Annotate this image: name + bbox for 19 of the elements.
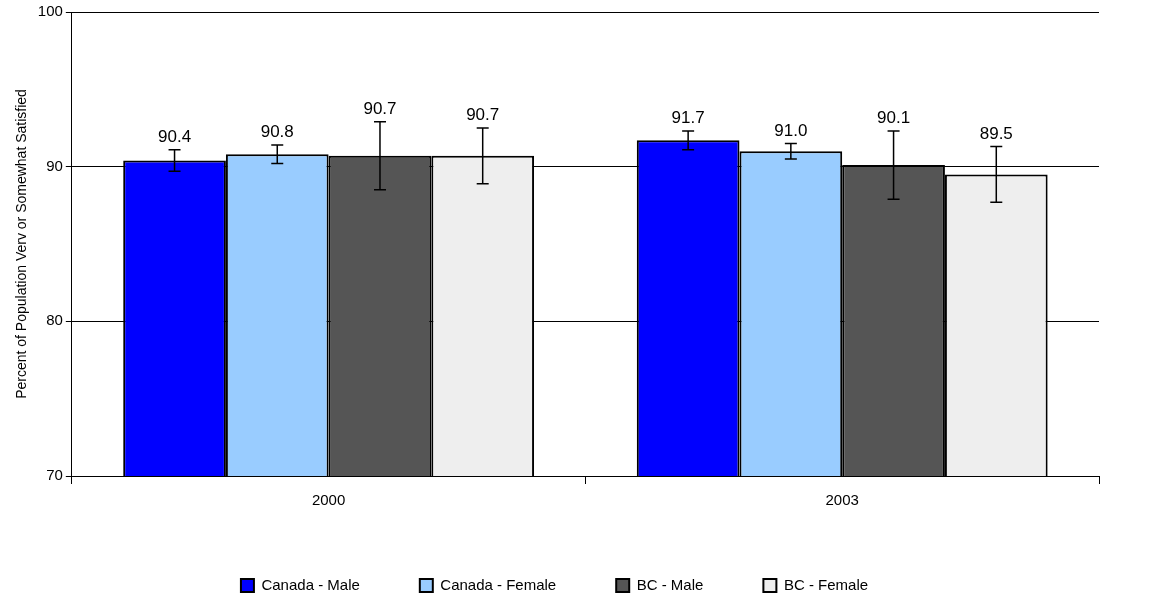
data-label: 90.1 bbox=[877, 108, 911, 128]
legend-label: BC - Female bbox=[783, 575, 869, 593]
x-tick-label: 2000 bbox=[311, 491, 346, 509]
data-label: 91.7 bbox=[671, 108, 705, 128]
legend-label: BC - Male bbox=[636, 575, 704, 593]
data-label: 90.7 bbox=[363, 99, 397, 118]
y-tick-label: 80 bbox=[46, 311, 63, 329]
legend-label: Canada - Male bbox=[261, 575, 360, 593]
data-label: 90.4 bbox=[158, 126, 192, 146]
x-tick-label: 2003 bbox=[825, 491, 859, 509]
data-label: 91.0 bbox=[774, 120, 808, 140]
y-tick-label: 70 bbox=[46, 466, 63, 484]
y-tick-label: 90 bbox=[46, 156, 63, 174]
legend-label: Canada - Female bbox=[440, 575, 557, 593]
data-label: 90.7 bbox=[466, 105, 500, 125]
data-label: 89.5 bbox=[979, 123, 1013, 143]
data-label: 90.8 bbox=[260, 122, 294, 142]
y-axis-title: Percent of Population Verv or Somewhat Satisfied bbox=[13, 89, 30, 399]
y-tick-label: 100 bbox=[37, 2, 63, 20]
